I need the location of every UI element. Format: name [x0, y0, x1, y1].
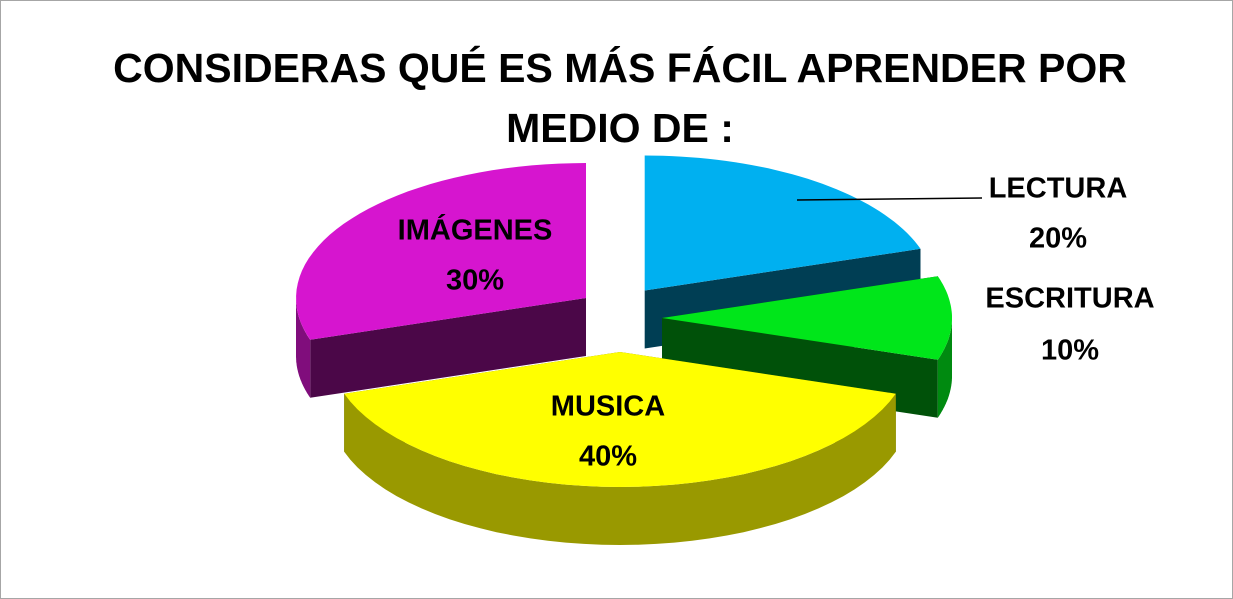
slice-wall — [344, 393, 896, 545]
category-label: MUSICA — [551, 391, 665, 423]
category-label: IMÁGENES — [398, 213, 553, 247]
slice-wall — [296, 298, 311, 398]
slice-top — [644, 155, 921, 291]
pie — [296, 155, 952, 545]
slice — [344, 352, 896, 545]
category-label: ESCRITURA — [985, 283, 1154, 315]
leader-line — [796, 197, 983, 201]
value-label: 30% — [446, 265, 504, 297]
slice-top — [344, 352, 896, 487]
slice-wall — [937, 318, 952, 418]
slice-side — [310, 298, 586, 398]
labels: LECTURA 20% ESCRITURA 10% MUSICA 40% IMÁGENES 3… — [398, 173, 1155, 473]
slice — [296, 163, 586, 398]
slice-top — [662, 276, 952, 360]
value-label: 10% — [1041, 335, 1099, 367]
value-label: 40% — [579, 441, 637, 473]
value-label: 20% — [1029, 223, 1087, 255]
chart-title: CONSIDERAS QUÉ ES MÁS FÁCIL APRENDER POR… — [113, 45, 1127, 151]
category-label: LECTURA — [989, 173, 1128, 205]
slice-top — [296, 163, 586, 340]
